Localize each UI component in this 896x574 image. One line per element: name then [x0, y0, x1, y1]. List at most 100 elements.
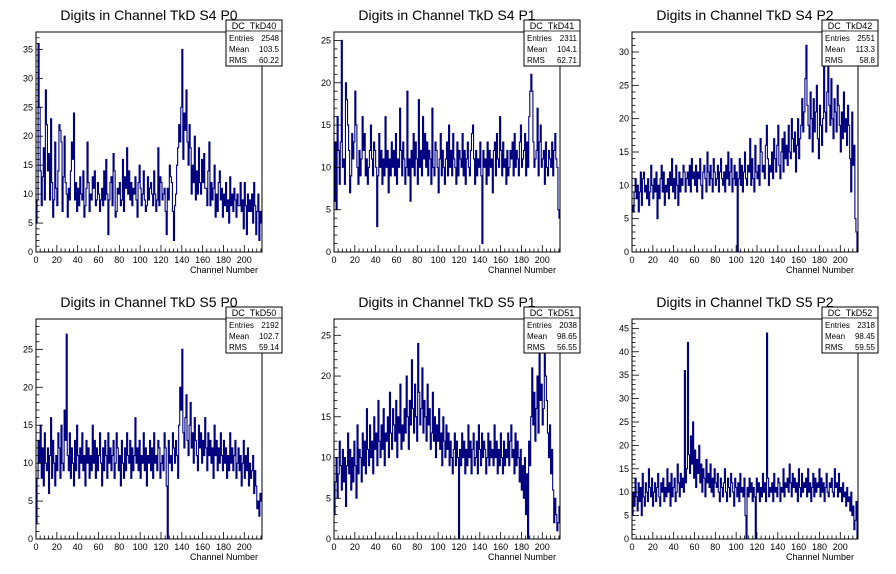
x-tick-label: 40	[73, 542, 83, 552]
plot-frame	[333, 318, 561, 540]
stats-box: DC_TkD52 Entries 2318 Mean 98.45 RMS 59.55	[821, 306, 879, 354]
histogram-series	[36, 333, 262, 540]
y-tick-label: 20	[619, 440, 629, 450]
x-tick-label: 0	[629, 542, 634, 552]
y-tick-label: 15	[321, 412, 331, 422]
y-tick-label: 30	[619, 47, 629, 57]
x-tick-label: 140	[174, 542, 189, 552]
x-tick-label: 80	[412, 542, 422, 552]
x-tick-label: 180	[514, 255, 529, 265]
stats-value: 113.3	[856, 45, 876, 54]
stats-label: RMS	[825, 56, 843, 65]
x-tick-label: 100	[133, 542, 148, 552]
x-tick-label: 20	[648, 255, 658, 265]
x-tick-label: 80	[710, 255, 720, 265]
y-tick-label: 20	[321, 371, 331, 381]
y-tick-label: 25	[23, 344, 33, 354]
x-tick-label: 0	[331, 542, 336, 552]
stats-value: 2548	[261, 34, 279, 43]
stats-label: Entries	[229, 34, 254, 43]
stats-label: Mean	[229, 332, 249, 341]
x-tick-label: 60	[93, 255, 103, 265]
x-tick-label: 20	[52, 542, 62, 552]
histogram-panel-5: Digits in Channel TkD S5 P20 20 40 60 80 100 1…	[619, 294, 879, 562]
y-tick-label: 15	[619, 464, 629, 474]
x-tick-label: 100	[729, 542, 744, 552]
stats-box: DC_TkD42 Entries 2551 Mean 113.3 RMS 58.8	[821, 19, 879, 67]
y-tick-label: 0	[624, 247, 629, 257]
x-tick-label: 180	[216, 255, 231, 265]
y-tick-label: 30	[619, 394, 629, 404]
x-tick-label: 80	[710, 542, 720, 552]
x-tick-label: 180	[514, 542, 529, 552]
x-tick-label: 140	[770, 255, 785, 265]
x-tick-label: 60	[689, 255, 699, 265]
stats-value: 2038	[559, 321, 577, 330]
y-tick-label: 35	[619, 370, 629, 380]
plot-frame	[631, 318, 859, 540]
x-tick-label: 180	[812, 542, 827, 552]
stats-box: DC_TkD41 Entries 2311 Mean 104.1 RMS 62.71	[523, 19, 581, 67]
x-tick-label: 120	[749, 255, 764, 265]
x-tick-label: 120	[749, 542, 764, 552]
y-tick-label: 5	[624, 511, 629, 521]
y-tick-label: 0	[28, 247, 33, 257]
x-tick-label: 60	[93, 542, 103, 552]
x-tick-label: 180	[812, 255, 827, 265]
x-axis-label: Channel Number	[190, 265, 258, 275]
y-tick-label: 20	[619, 114, 629, 124]
x-tick-label: 80	[114, 255, 124, 265]
stats-name: DC_TkD50	[232, 308, 277, 318]
y-tick-label: 45	[619, 323, 629, 333]
y-tick-label: 35	[23, 44, 33, 54]
x-tick-label: 140	[472, 542, 487, 552]
stats-label: Entries	[825, 34, 850, 43]
x-tick-label: 120	[153, 255, 168, 265]
y-tick-label: 15	[321, 120, 331, 130]
stats-value: 98.65	[557, 332, 578, 341]
x-axis-label: Channel Number	[786, 552, 854, 562]
stats-value: 60.22	[259, 56, 280, 65]
y-tick-label: 30	[23, 73, 33, 83]
stats-label: Mean	[229, 45, 249, 54]
x-tick-label: 120	[153, 542, 168, 552]
stats-label: Entries	[825, 321, 850, 330]
stats-name: DC_TkD41	[530, 21, 575, 31]
histogram-series	[334, 39, 560, 245]
chart-title: Digits in Channel TkD S5 P1	[358, 294, 535, 310]
y-tick-label: 0	[326, 534, 331, 544]
plot-frame	[35, 318, 263, 540]
stats-value: 98.45	[855, 332, 876, 341]
x-tick-label: 140	[770, 542, 785, 552]
stats-name: DC_TkD52	[828, 308, 873, 318]
stats-value: 56.55	[557, 343, 578, 352]
x-tick-label: 200	[833, 542, 848, 552]
stats-value: 2311	[560, 34, 578, 43]
x-tick-label: 40	[73, 255, 83, 265]
y-tick-label: 20	[321, 78, 331, 88]
chart-title: Digits in Channel TkD S4 P2	[656, 7, 833, 23]
x-tick-label: 40	[669, 542, 679, 552]
x-tick-label: 0	[629, 255, 634, 265]
stats-value: 104.1	[557, 45, 578, 54]
y-tick-label: 10	[619, 487, 629, 497]
x-tick-label: 0	[331, 255, 336, 265]
plot-frame	[631, 31, 859, 253]
x-tick-label: 180	[216, 542, 231, 552]
x-tick-label: 80	[114, 542, 124, 552]
histogram-panel-0: Digits in Channel TkD S4 P00 20 40 60 80 100 1…	[23, 7, 283, 275]
y-tick-label: 25	[321, 330, 331, 340]
stats-label: RMS	[229, 343, 247, 352]
y-tick-label: 25	[23, 102, 33, 112]
x-tick-label: 100	[431, 255, 446, 265]
y-tick-label: 15	[23, 420, 33, 430]
x-tick-label: 40	[371, 542, 381, 552]
x-axis-label: Channel Number	[488, 552, 556, 562]
y-tick-label: 10	[23, 189, 33, 199]
y-tick-label: 10	[23, 458, 33, 468]
y-tick-label: 20	[23, 131, 33, 141]
y-tick-label: 10	[321, 162, 331, 172]
stats-label: Mean	[527, 332, 547, 341]
stats-label: Mean	[825, 332, 845, 341]
y-tick-label: 5	[326, 493, 331, 503]
